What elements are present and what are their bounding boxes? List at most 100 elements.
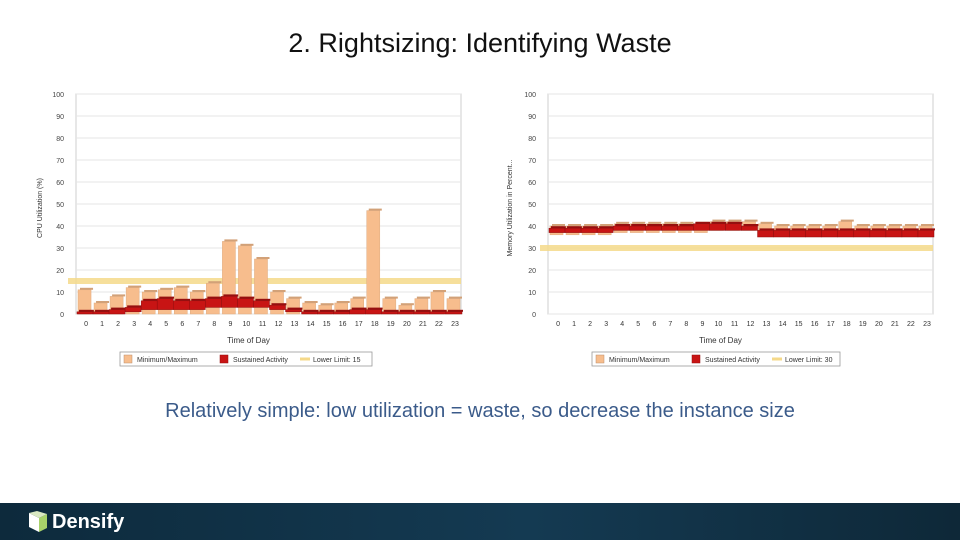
sustained-bar [757, 230, 774, 238]
sustained-bar [317, 311, 334, 315]
x-tick-label: 11 [259, 321, 266, 328]
x-tick-label: 22 [907, 321, 915, 328]
minmax-bar-top [240, 243, 254, 246]
minmax-bar-top [872, 224, 886, 226]
legend-box [591, 351, 841, 367]
y-tick-label: 50 [528, 202, 536, 209]
minmax-bar-top [920, 224, 934, 226]
minmax-bar-top [432, 290, 446, 292]
minmax-bar-top [600, 224, 614, 226]
sustained-bar [205, 298, 222, 308]
sustained-bar-top [351, 307, 367, 310]
x-tick-label: 19 [387, 321, 395, 328]
logo-text: Densify [52, 510, 125, 533]
minmax-bar-top [160, 287, 174, 290]
densify-logo: Densify [28, 509, 124, 535]
sustained-bar-top [615, 224, 631, 226]
minmax-bar-top [552, 224, 566, 226]
sustained-bar-top [759, 228, 775, 231]
minmax-bar-top [96, 301, 110, 303]
minmax-bar-top [416, 296, 430, 299]
sustained-bar-top [567, 226, 583, 229]
legend-box [119, 351, 373, 367]
x-axis-title: Time of Day [227, 336, 270, 345]
minmax-bar-top [112, 294, 126, 297]
sustained-bar-top [807, 228, 823, 231]
sustained-bar [885, 230, 903, 238]
minmax-bar-top [320, 303, 334, 306]
sustained-bar-top [663, 224, 679, 226]
sustained-bar-top [775, 228, 791, 231]
sustained-bar [564, 227, 582, 233]
sustained-bar [661, 225, 678, 231]
sustained-bar [349, 309, 367, 315]
y-tick-label: 60 [56, 180, 64, 187]
x-tick-label: 5 [636, 321, 640, 328]
sustained-bar-top [743, 224, 759, 226]
x-tick-label: 14 [779, 321, 787, 328]
minmax-bar-top [728, 219, 742, 222]
x-tick-label: 6 [652, 321, 656, 328]
sustained-bar [548, 227, 566, 233]
sustained-bar [285, 309, 302, 313]
minmax-bar-top [568, 224, 582, 226]
sustained-bar [381, 311, 399, 315]
legend-swatch [691, 354, 701, 364]
legend-label: Sustained Activity [705, 357, 760, 364]
x-tick-label: 16 [339, 321, 347, 328]
x-tick-label: 9 [700, 321, 704, 328]
sustained-bar [140, 300, 158, 310]
sustained-bar-top [919, 228, 935, 231]
minmax-bar-top [288, 296, 302, 299]
minmax-bar-top [304, 301, 318, 303]
x-tick-label: 8 [212, 321, 216, 328]
sustained-bar-top [303, 309, 319, 312]
sustained-bar-top [399, 309, 415, 312]
sustained-bar-top [887, 228, 903, 231]
x-tick-label: 12 [747, 321, 755, 328]
x-tick-label: 18 [371, 321, 379, 328]
minmax-bar-top [584, 224, 598, 226]
y-tick-label: 90 [528, 114, 536, 121]
x-tick-label: 7 [668, 321, 672, 328]
legend-swatch [595, 354, 605, 364]
x-tick-label: 3 [604, 321, 608, 328]
sustained-bar-top [711, 221, 727, 224]
sustained-bar-top [551, 226, 567, 229]
minmax-bar-top [448, 296, 462, 299]
sustained-bar [596, 227, 614, 233]
y-tick-label: 90 [56, 114, 64, 121]
x-tick-label: 7 [196, 321, 200, 328]
memory-utilization-chart: 0 10 20 30 40 50 60 70 80 90 100 0 1 2 3 4 5 6 7 8 9 10 11 12 13… [500, 88, 940, 378]
y-tick-label: 50 [56, 202, 64, 209]
minmax-bar-top [192, 290, 206, 292]
y-tick-label: 60 [528, 180, 536, 187]
lower-limit-line [540, 245, 933, 251]
minmax-bar-top [352, 296, 366, 299]
sustained-bar [853, 230, 871, 238]
sustained-bar [837, 230, 855, 238]
sustained-bar [173, 300, 190, 310]
minmax-bar-top [776, 224, 790, 226]
cpu-utilization-chart: 0 10 20 30 40 50 60 70 80 90 100 0 1 2 3 4 5 6 7 8 9 10 11 12 13… [28, 88, 468, 378]
x-tick-label: 4 [148, 321, 152, 328]
minmax-bar-top [208, 281, 222, 284]
x-tick-label: 4 [620, 321, 624, 328]
legend-label: Lower Limit: 30 [785, 357, 833, 364]
sustained-bar [124, 307, 142, 313]
y-tick-label: 0 [532, 312, 536, 319]
minmax-bar-top [336, 301, 350, 303]
sustained-bar-top [127, 305, 143, 308]
minmax-bar-top [272, 290, 286, 292]
sustained-bar [333, 311, 350, 315]
x-tick-label: 17 [827, 321, 835, 328]
minmax-bar-top [616, 221, 630, 224]
sustained-bar [92, 311, 110, 315]
sustained-bar-top [239, 296, 255, 299]
sustained-bar [108, 309, 126, 315]
sustained-bar [869, 230, 887, 238]
x-tick-label: 0 [556, 321, 560, 328]
minmax-bar-top [904, 224, 918, 226]
minmax-bar-top [256, 257, 270, 259]
